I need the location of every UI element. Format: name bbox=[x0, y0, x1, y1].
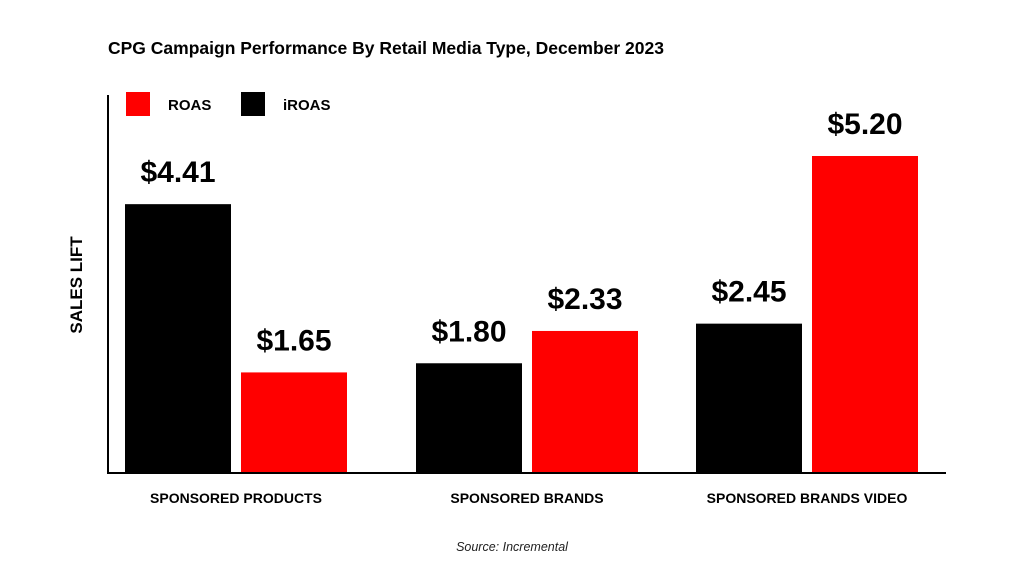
data-label: $1.80 bbox=[431, 315, 506, 348]
category-label: SPONSORED PRODUCTS bbox=[150, 490, 322, 506]
data-label: $2.45 bbox=[711, 276, 786, 309]
chart-title: CPG Campaign Performance By Retail Media… bbox=[108, 38, 664, 58]
legend-label-iroas: iROAS bbox=[283, 97, 331, 114]
bar-roas bbox=[532, 330, 638, 473]
data-label: $2.33 bbox=[547, 283, 622, 316]
legend: ROAS iROAS bbox=[126, 92, 331, 116]
legend-swatch-roas bbox=[126, 92, 150, 116]
legend-swatch-iroas bbox=[241, 92, 265, 116]
data-label: $4.41 bbox=[140, 156, 215, 189]
category-label: SPONSORED BRANDS bbox=[450, 490, 603, 506]
source-note: Source: Incremental bbox=[456, 540, 569, 554]
category-label: SPONSORED BRANDS VIDEO bbox=[707, 490, 908, 506]
bar-iroas bbox=[696, 323, 802, 473]
data-label: $5.20 bbox=[827, 108, 902, 141]
data-label: $1.65 bbox=[256, 324, 331, 357]
bar-iroas bbox=[416, 363, 522, 473]
y-axis-label: SALES LIFT bbox=[67, 236, 86, 334]
bar-roas bbox=[241, 372, 347, 473]
bar-roas bbox=[812, 156, 918, 473]
legend-label-roas: ROAS bbox=[168, 97, 211, 114]
bar-iroas bbox=[125, 204, 231, 474]
